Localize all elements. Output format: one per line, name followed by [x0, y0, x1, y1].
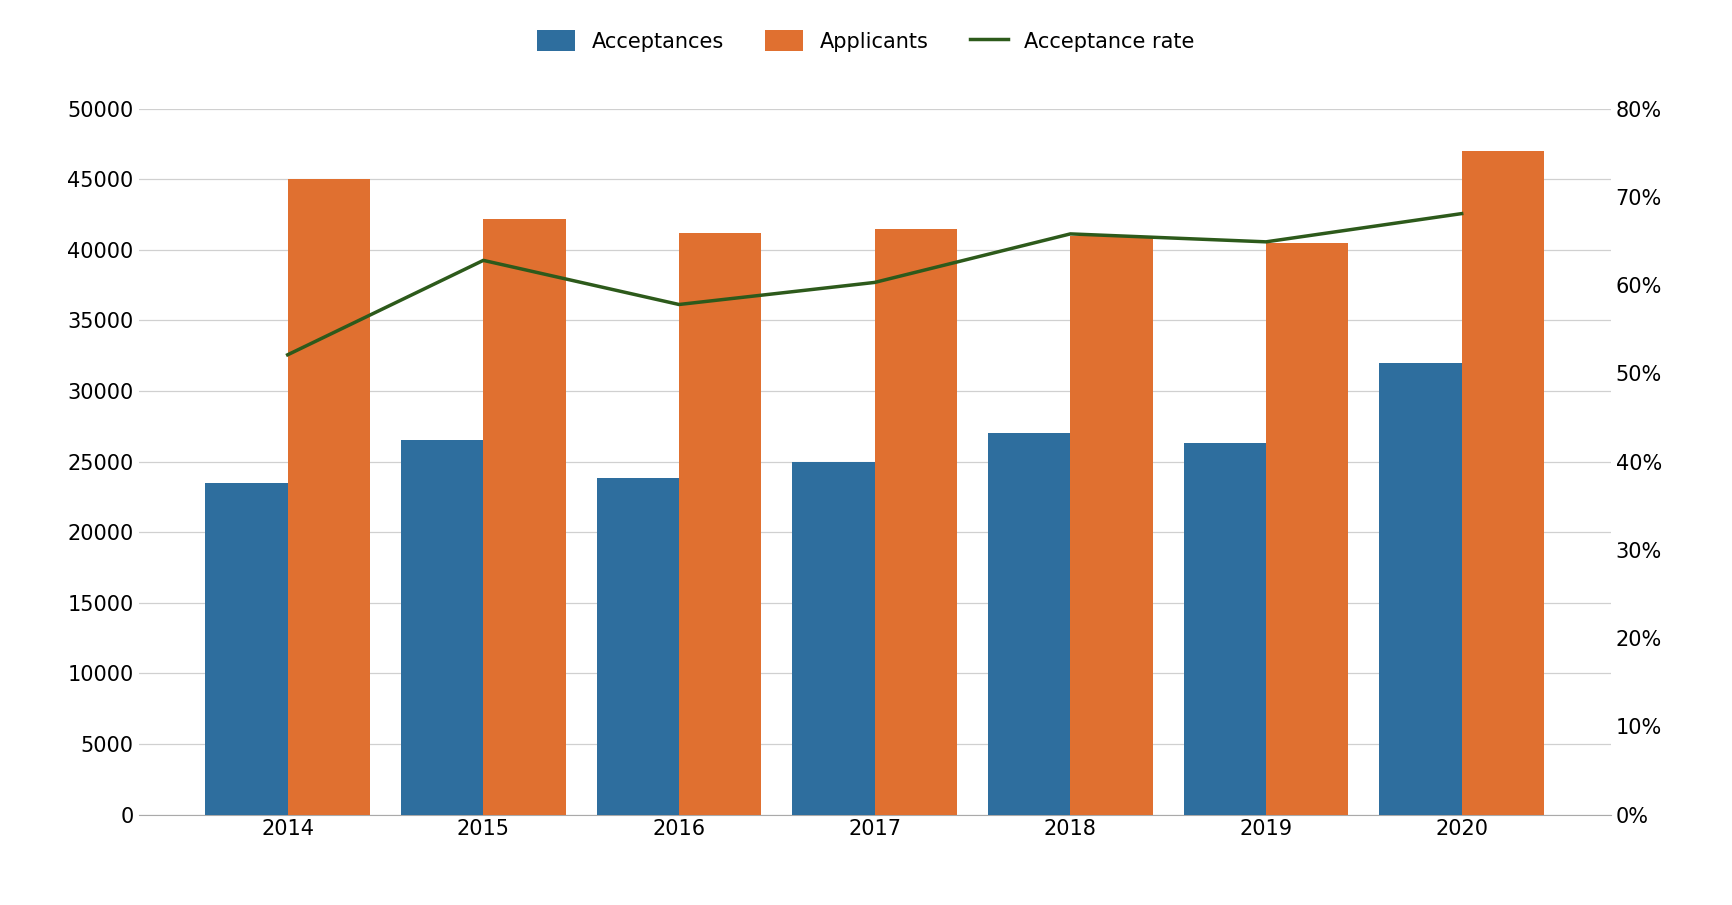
Bar [1183, 443, 1266, 814]
Bar [1266, 243, 1347, 814]
Bar [402, 441, 483, 814]
Bar [206, 482, 288, 814]
Acceptance rate [473, 255, 494, 266]
Acceptance rate [669, 299, 689, 310]
Bar [288, 179, 371, 814]
Acceptance rate [1256, 236, 1276, 247]
Acceptance rate [1060, 228, 1081, 239]
Bar [598, 479, 679, 814]
Bar [483, 219, 566, 814]
Legend: Acceptances, Applicants, Acceptance rate: Acceptances, Applicants, Acceptance rate [527, 20, 1205, 62]
Acceptance rate [864, 277, 885, 288]
Bar [793, 462, 875, 814]
Bar [1379, 363, 1462, 814]
Bar [1462, 151, 1543, 814]
Acceptance rate [1451, 208, 1472, 219]
Bar [989, 433, 1070, 814]
Bar [679, 233, 760, 814]
Line: Acceptance rate: Acceptance rate [288, 214, 1462, 355]
Bar [1070, 235, 1152, 814]
Bar [875, 229, 956, 814]
Acceptance rate [277, 349, 298, 360]
